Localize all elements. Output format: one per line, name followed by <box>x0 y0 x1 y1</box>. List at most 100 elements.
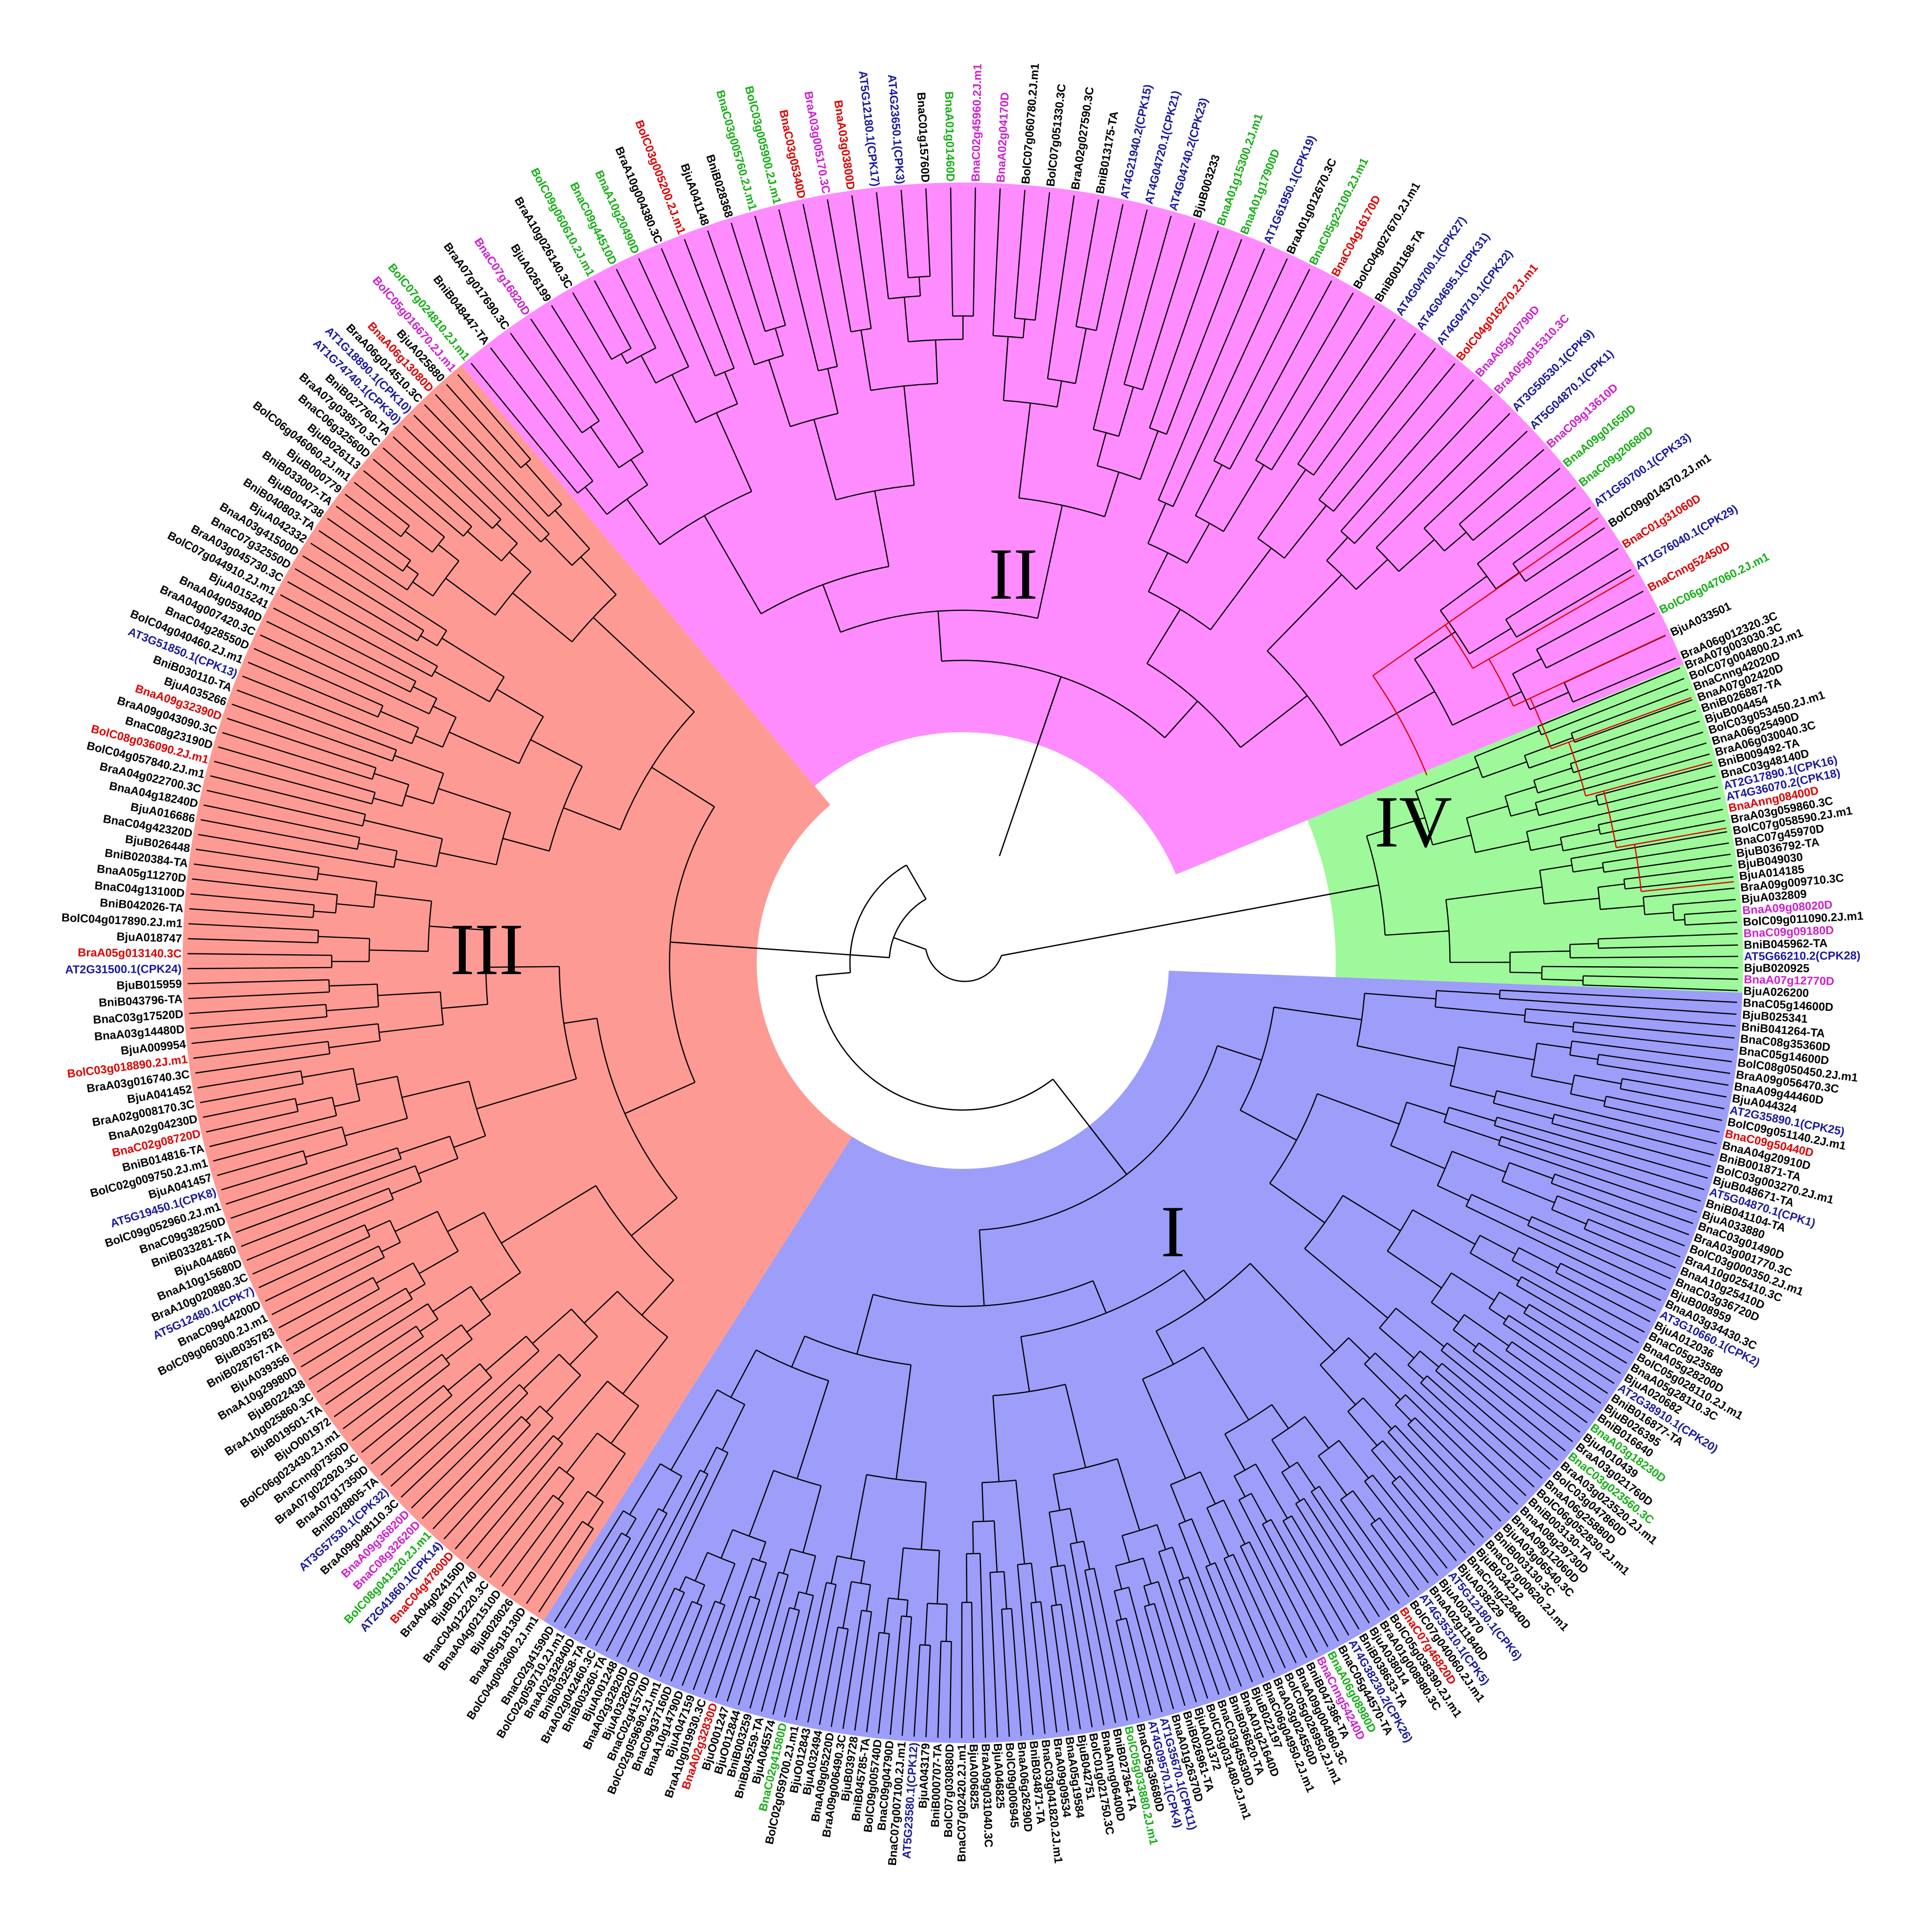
leaf-label: AT5G66210.2(CPK28) <box>1744 949 1861 963</box>
tree-branch <box>1551 1183 1690 1236</box>
tree-branch <box>361 1385 444 1453</box>
tree-branch <box>1248 1541 1307 1658</box>
tree-branch <box>1017 1564 1034 1735</box>
tree-branch <box>1348 1337 1371 1359</box>
tree-branch <box>842 1581 852 1629</box>
tree-branch <box>400 525 410 537</box>
tree-branch <box>1085 1567 1095 1571</box>
tree-branch <box>544 537 573 566</box>
tree-branch <box>1070 1540 1084 1545</box>
tree-branch <box>1281 1461 1298 1473</box>
tree-branch <box>587 1502 604 1526</box>
tree-branch <box>554 1510 624 1622</box>
tree-branch <box>1583 975 1738 980</box>
leaf-labels: BraA07g003030.3CBolC07g004800.2J.m1BnaCn… <box>61 63 1864 1866</box>
tree-branch <box>1539 865 1572 871</box>
tree-branch <box>662 1476 683 1511</box>
tree-branch <box>1447 1342 1573 1442</box>
tree-branch <box>622 1336 668 1395</box>
tree-branch <box>626 347 656 364</box>
tree-branch <box>1598 797 1721 825</box>
tree-branch <box>574 1537 631 1635</box>
tree-branch <box>445 1339 473 1360</box>
tree-branch <box>1512 507 1591 564</box>
tree-branch <box>1684 910 1737 915</box>
tree-branch <box>1366 817 1426 837</box>
tree-branch <box>1407 1350 1421 1366</box>
tree-branch <box>1458 524 1474 541</box>
tree-branch <box>1554 1113 1714 1156</box>
tree-branch <box>1014 189 1026 318</box>
tree-branch <box>1355 558 1388 590</box>
tree-branch <box>1364 1474 1373 1482</box>
tree-branch <box>526 1336 540 1351</box>
tree-branch <box>230 1158 401 1219</box>
tree-branch <box>1516 1285 1633 1354</box>
tree-branch <box>213 1126 343 1162</box>
tree-branch <box>1472 1350 1581 1433</box>
tree-branch <box>1205 1562 1216 1567</box>
tree-branch <box>822 584 841 633</box>
tree-branch <box>1139 430 1159 480</box>
tree-branch <box>813 419 837 500</box>
tree-branch <box>692 1605 726 1690</box>
tree-branch <box>1407 1417 1416 1426</box>
root-branch <box>1001 884 1379 956</box>
tree-branch <box>826 1582 836 1586</box>
tree-branch <box>399 1136 450 1154</box>
tree-branch <box>1502 1181 1555 1204</box>
leaf-label: BniB043796-TA <box>99 992 183 1009</box>
tree-branch <box>875 192 889 299</box>
tree-branch <box>1297 1462 1316 1490</box>
tree-branch <box>783 1549 792 1574</box>
leaf-label: BniB000707-TA <box>928 1744 944 1827</box>
tree-branch <box>1146 609 1181 664</box>
tree-branch <box>363 470 445 538</box>
root-branch <box>670 941 890 958</box>
tree-branch <box>1497 1116 1708 1179</box>
leaf-label: AT4G23650.1(CPK3) <box>886 74 907 185</box>
tree-branch <box>435 394 549 517</box>
tree-branch <box>580 556 617 595</box>
tree-branch <box>1011 1608 1022 1736</box>
tree-branch <box>1569 1041 1573 1056</box>
tree-branch <box>1469 628 1512 655</box>
tree-branch <box>1178 1580 1219 1695</box>
tree-branch <box>419 1250 459 1274</box>
tree-branch <box>1493 1102 1554 1120</box>
tree-branch <box>679 1576 687 1591</box>
tree-branch <box>356 1076 397 1085</box>
tree-branch <box>630 459 648 485</box>
tree-branch <box>203 1098 295 1118</box>
tree-branch <box>671 374 696 423</box>
tree-center <box>798 798 1127 1127</box>
tree-branch <box>1304 1195 1344 1249</box>
tree-branch <box>266 621 411 693</box>
tree-branch <box>406 574 419 590</box>
tree-branch <box>377 991 441 996</box>
tree-branch <box>1069 1543 1105 1725</box>
tree-branch <box>1477 487 1576 564</box>
tree-branch <box>1569 1054 1598 1060</box>
tree-branch <box>1406 1102 1447 1115</box>
tree-branch <box>302 555 424 631</box>
tree-branch <box>1584 1228 1676 1269</box>
clade-sector-III <box>182 365 852 1621</box>
tree-branch <box>1505 619 1517 637</box>
tree-branch <box>1097 465 1141 480</box>
leaf-label: BniB045962-TA <box>1744 937 1827 952</box>
tree-branch <box>1470 1252 1520 1282</box>
tree-branch <box>509 552 531 572</box>
tree-branch <box>982 1480 1016 1483</box>
tree-branch <box>190 893 315 906</box>
tree-branch <box>754 215 786 326</box>
tree-branch <box>1037 505 1063 619</box>
tree-branch <box>830 1556 838 1584</box>
highlight-branch <box>1444 625 1474 669</box>
tree-branch <box>730 1349 757 1398</box>
tree-branch <box>625 1518 637 1536</box>
tree-branch <box>1642 897 1645 915</box>
tree-branch <box>1271 1404 1289 1429</box>
tree-branch <box>1488 1308 1507 1321</box>
tree-branch <box>1407 1364 1425 1380</box>
